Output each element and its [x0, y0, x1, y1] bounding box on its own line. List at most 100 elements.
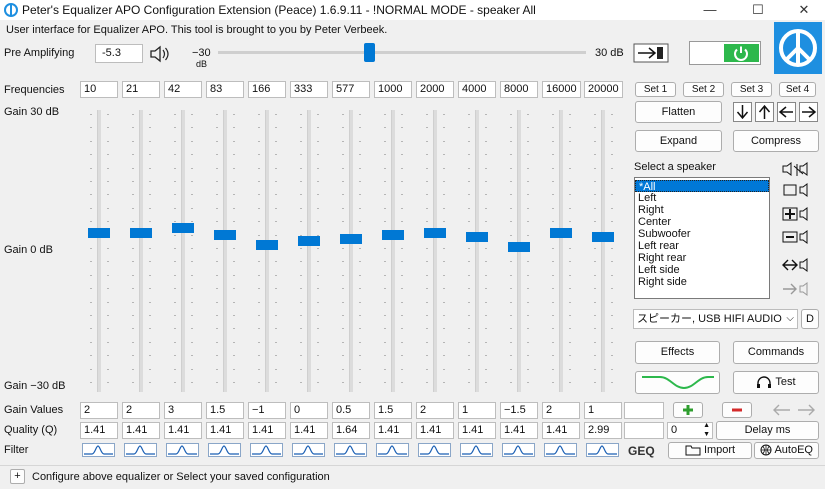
- gain-value-field[interactable]: 2: [542, 402, 580, 419]
- gain-slider-track[interactable]: [601, 110, 605, 392]
- compress-button[interactable]: Compress: [733, 130, 819, 152]
- gain-slider-track[interactable]: [181, 110, 185, 392]
- quality-field[interactable]: 1.41: [458, 422, 496, 439]
- gain-value-field[interactable]: 0: [290, 402, 328, 419]
- gain-slider-track[interactable]: [265, 110, 269, 392]
- peak-filter-icon[interactable]: [292, 443, 325, 457]
- autoeq-button[interactable]: AutoEQ: [754, 442, 819, 459]
- peak-filter-icon[interactable]: [460, 443, 493, 457]
- gain-slider-thumb[interactable]: [298, 236, 320, 246]
- gain-slider-track[interactable]: [475, 110, 479, 392]
- close-button[interactable]: ✕: [798, 2, 810, 17]
- speaker-list-item[interactable]: Left: [638, 192, 657, 204]
- gain-slider-track[interactable]: [391, 110, 395, 392]
- quality-field[interactable]: 1.41: [500, 422, 538, 439]
- output-arrow-icon[interactable]: [633, 43, 669, 63]
- filter-curve-button[interactable]: [635, 371, 720, 394]
- gain-slider-track[interactable]: [139, 110, 143, 392]
- device-select[interactable]: スピーカー, USB HIFI AUDIO ⌵: [633, 309, 798, 329]
- gain-slider-track[interactable]: [433, 110, 437, 392]
- peak-filter-icon[interactable]: [418, 443, 451, 457]
- peak-filter-icon[interactable]: [250, 443, 283, 457]
- preamp-value-field[interactable]: -5.3: [95, 44, 143, 63]
- speaker-list-item[interactable]: Subwoofer: [638, 228, 691, 240]
- gain-slider-thumb[interactable]: [172, 223, 194, 233]
- speaker-list-item[interactable]: Right rear: [638, 252, 687, 264]
- frequency-field[interactable]: 83: [206, 81, 244, 98]
- extra-gain-field[interactable]: [624, 402, 664, 419]
- extra-quality-field[interactable]: [624, 422, 664, 439]
- expand-button[interactable]: Expand: [635, 130, 722, 152]
- frequency-field[interactable]: 4000: [458, 81, 496, 98]
- d-button[interactable]: D: [801, 309, 819, 329]
- maximize-button[interactable]: ☐: [752, 2, 764, 17]
- frequency-field[interactable]: 10: [80, 81, 118, 98]
- gain-slider-thumb[interactable]: [592, 232, 614, 242]
- delay-ms-button[interactable]: Delay ms: [716, 421, 819, 440]
- flatten-button[interactable]: Flatten: [635, 101, 722, 123]
- gain-slider-track[interactable]: [223, 110, 227, 392]
- gain-value-field[interactable]: −1.5: [500, 402, 538, 419]
- peak-filter-icon[interactable]: [334, 443, 367, 457]
- gain-value-field[interactable]: −1: [248, 402, 286, 419]
- set-button-3[interactable]: Set 3: [731, 82, 772, 97]
- spin-arrows-icon[interactable]: ▲ ▼: [703, 422, 710, 438]
- delay-value-field[interactable]: 0 ▲ ▼: [667, 422, 713, 439]
- frequency-field[interactable]: 577: [332, 81, 370, 98]
- minimize-button[interactable]: —: [703, 2, 717, 17]
- peak-filter-icon[interactable]: [124, 443, 157, 457]
- quality-field[interactable]: 1.41: [80, 422, 118, 439]
- speaker-list-item[interactable]: Left side: [638, 264, 680, 276]
- set-button-4[interactable]: Set 4: [779, 82, 816, 97]
- gain-slider-thumb[interactable]: [340, 234, 362, 244]
- speaker-list-item[interactable]: Right side: [638, 276, 687, 288]
- gain-value-field[interactable]: 2: [80, 402, 118, 419]
- speaker-list-item[interactable]: *All: [635, 180, 769, 193]
- set-button-2[interactable]: Set 2: [683, 82, 724, 97]
- quality-field[interactable]: 1.41: [416, 422, 454, 439]
- quality-field[interactable]: 1.41: [164, 422, 202, 439]
- power-toggle[interactable]: [689, 41, 761, 65]
- frequency-field[interactable]: 42: [164, 81, 202, 98]
- speaker-list-item[interactable]: Center: [638, 216, 672, 228]
- geq-button[interactable]: GEQ: [628, 444, 655, 458]
- peak-filter-icon[interactable]: [166, 443, 199, 457]
- quality-field[interactable]: 1.41: [374, 422, 412, 439]
- gain-slider-thumb[interactable]: [466, 232, 488, 242]
- peak-filter-icon[interactable]: [208, 443, 241, 457]
- gain-slider-track[interactable]: [307, 110, 311, 392]
- gain-slider-thumb[interactable]: [382, 230, 404, 240]
- quality-field[interactable]: 1.41: [122, 422, 160, 439]
- quality-field[interactable]: 1.41: [542, 422, 580, 439]
- gain-value-field[interactable]: 3: [164, 402, 202, 419]
- quality-field[interactable]: 2.99: [584, 422, 622, 439]
- gain-slider-thumb[interactable]: [508, 242, 530, 252]
- speaker-list-item[interactable]: Left rear: [638, 240, 679, 252]
- set-button-1[interactable]: Set 1: [635, 82, 676, 97]
- gain-value-field[interactable]: 1: [584, 402, 622, 419]
- preamp-slider-track[interactable]: [218, 51, 586, 54]
- gain-value-field[interactable]: 1.5: [206, 402, 244, 419]
- speaker-volume-icon[interactable]: [149, 44, 171, 64]
- gain-value-field[interactable]: 0.5: [332, 402, 370, 419]
- quality-field[interactable]: 1.41: [206, 422, 244, 439]
- quality-field[interactable]: 1.41: [290, 422, 328, 439]
- peak-filter-icon[interactable]: [376, 443, 409, 457]
- gain-slider-thumb[interactable]: [130, 228, 152, 238]
- preamp-slider-thumb[interactable]: [364, 43, 375, 62]
- gain-slider-thumb[interactable]: [424, 228, 446, 238]
- gain-slider-thumb[interactable]: [550, 228, 572, 238]
- test-button[interactable]: Test: [733, 371, 819, 394]
- peak-filter-icon[interactable]: [502, 443, 535, 457]
- gain-slider-thumb[interactable]: [88, 228, 110, 238]
- gain-value-field[interactable]: 2: [416, 402, 454, 419]
- gain-slider-thumb[interactable]: [214, 230, 236, 240]
- peak-filter-icon[interactable]: [586, 443, 619, 457]
- add-band-button[interactable]: [673, 402, 703, 418]
- effects-button[interactable]: Effects: [635, 341, 720, 364]
- peak-filter-icon[interactable]: [544, 443, 577, 457]
- frequency-field[interactable]: 1000: [374, 81, 412, 98]
- frequency-field[interactable]: 21: [122, 81, 160, 98]
- frequency-field[interactable]: 20000: [584, 81, 623, 98]
- speaker-list[interactable]: *All Left Right Center Subwoofer Left rear Rig…: [634, 177, 770, 299]
